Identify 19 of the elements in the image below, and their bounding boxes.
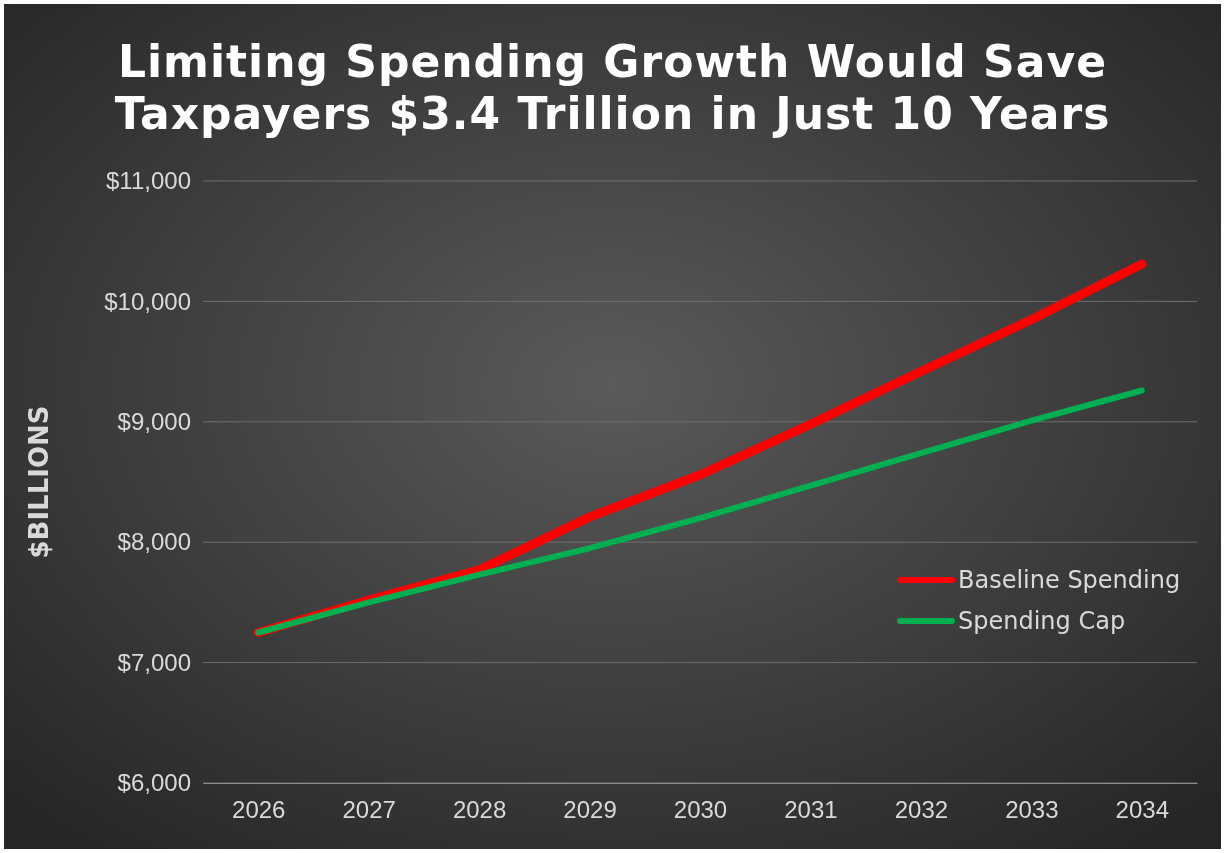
legend-label: Baseline Spending [958, 566, 1181, 595]
x-tick-label: 2027 [342, 796, 396, 824]
x-tick-label: 2033 [1005, 796, 1059, 824]
x-tick-label: 2029 [563, 796, 617, 824]
x-tick-label: 2034 [1115, 796, 1169, 824]
y-tick-label: $7,000 [117, 648, 191, 676]
y-axis-title: $BILLIONS [24, 405, 54, 559]
y-tick-label: $10,000 [104, 287, 191, 315]
legend-label: Spending Cap [958, 607, 1126, 636]
y-tick-label: $11,000 [106, 167, 191, 195]
x-tick-label: 2030 [673, 796, 728, 824]
chart-title: Limiting Spending Growth Would Save Taxpayers $3.4 Trillion in Just 10 Years [114, 36, 1111, 139]
x-tick-label: 2032 [894, 796, 949, 824]
y-tick-label: $9,000 [117, 407, 191, 435]
x-tick-label: 2031 [784, 796, 838, 824]
x-tick-label: 2026 [232, 796, 286, 824]
y-tick-label: $8,000 [117, 528, 191, 556]
y-tick-label: $6,000 [117, 769, 191, 797]
x-tick-label: 2028 [452, 796, 507, 824]
